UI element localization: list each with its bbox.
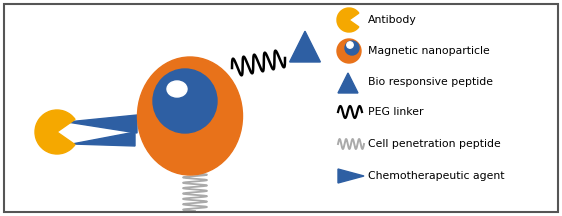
Text: Chemotherapeutic agent: Chemotherapeutic agent [368,171,505,181]
Wedge shape [35,110,75,154]
Polygon shape [72,132,135,146]
Text: Antibody: Antibody [368,15,417,25]
Polygon shape [289,31,320,62]
Polygon shape [67,115,137,133]
Polygon shape [338,169,364,183]
Ellipse shape [167,81,187,97]
Circle shape [337,39,361,63]
Circle shape [345,41,359,55]
Wedge shape [337,8,359,32]
Polygon shape [338,73,358,93]
Text: Cell penetration peptide: Cell penetration peptide [368,139,501,149]
Text: Magnetic nanoparticle: Magnetic nanoparticle [368,46,490,56]
Ellipse shape [138,57,242,175]
Text: PEG linker: PEG linker [368,107,424,117]
Circle shape [153,69,217,133]
Text: Bio responsive peptide: Bio responsive peptide [368,77,493,87]
Circle shape [347,42,353,48]
